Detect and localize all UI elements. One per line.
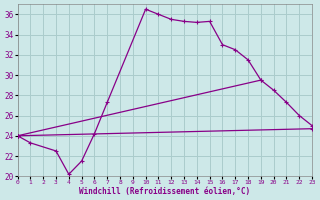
X-axis label: Windchill (Refroidissement éolien,°C): Windchill (Refroidissement éolien,°C) xyxy=(79,187,250,196)
